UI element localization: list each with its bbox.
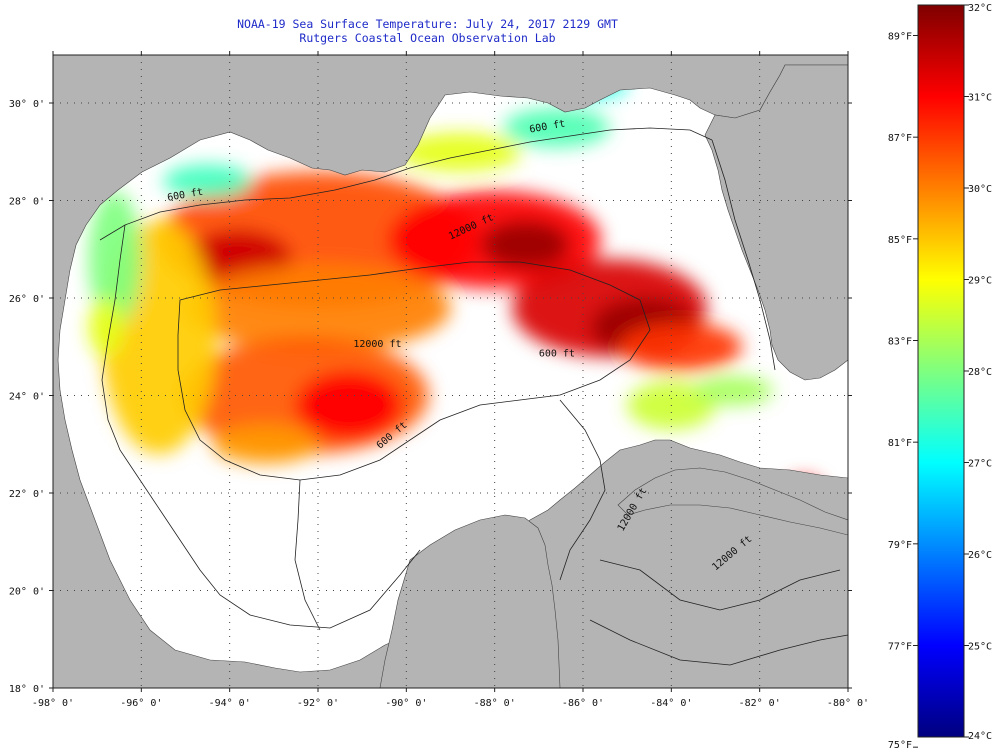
axis-labels: -98° 0' -96° 0' -94° 0' -92° 0' -90° 0' -88° …	[9, 99, 869, 709]
contour-label: 12000 ft	[353, 339, 401, 350]
lon-label: -88° 0'	[474, 698, 516, 709]
sst-patch	[88, 191, 142, 328]
map-frame	[52, 54, 849, 689]
lon-label: -86° 0'	[562, 698, 604, 709]
sst-patch	[212, 424, 318, 464]
sst-patch	[618, 322, 743, 372]
lat-label: 26° 0'	[9, 294, 45, 305]
colorbar-c-label: 28°C	[968, 367, 992, 378]
lon-label: -96° 0'	[120, 698, 162, 709]
sst-patch	[163, 164, 252, 199]
lon-label: -90° 0'	[385, 698, 427, 709]
lat-label: 30° 0'	[9, 99, 45, 110]
lat-label: 28° 0'	[9, 197, 45, 208]
colorbar-c-label: 27°C	[968, 459, 992, 470]
land-layer	[53, 55, 848, 688]
colorbar	[917, 4, 965, 738]
colorbar-c-label: 32°C	[968, 3, 992, 14]
colorbar-f-label: 81°F	[888, 438, 912, 449]
sst-patch	[88, 298, 124, 357]
bathymetry-contours	[99, 127, 848, 666]
land-florida	[704, 64, 848, 381]
lat-label: 24° 0'	[9, 392, 45, 403]
contour-600ft-north	[99, 127, 713, 241]
colorbar-f-label: 85°F	[888, 235, 912, 246]
colorbar-f-label: 89°F	[888, 32, 912, 43]
sst-patch	[481, 220, 570, 269]
land-cuba	[617, 467, 848, 536]
contour-cuba-channel	[559, 399, 606, 581]
contour-florida-shelf	[711, 139, 776, 371]
lon-label: -80° 0'	[827, 698, 869, 709]
land-bahamas	[808, 258, 826, 274]
colorbar-c-label: 31°C	[968, 93, 992, 104]
lon-label: -98° 0'	[32, 698, 74, 709]
map-title: NOAA-19 Sea Surface Temperature: July 24…	[237, 17, 618, 31]
land-bahamas-2	[830, 296, 845, 312]
colorbar-c-label: 29°C	[968, 276, 992, 287]
contour-12000ft	[177, 261, 651, 481]
colorbar-f-label: 75°F	[888, 740, 912, 751]
axis-ticks	[49, 51, 852, 692]
lon-label: -94° 0'	[209, 698, 251, 709]
contour-600ft-west	[101, 224, 421, 629]
contour-cuba-south-2	[589, 619, 848, 666]
colorbar-f-label: 77°F	[888, 642, 912, 653]
land-us-gulf-coast	[53, 55, 848, 688]
colorbar-f-label: 83°F	[888, 337, 912, 348]
lat-label: 20° 0'	[9, 587, 45, 598]
colorbar-c-label: 24°C	[968, 731, 992, 742]
lon-label: -84° 0'	[650, 698, 692, 709]
contour-label: 600 ft	[539, 349, 575, 360]
colorbar-c-label: 25°C	[968, 642, 992, 653]
sst-patch	[693, 376, 773, 406]
lat-label: 22° 0'	[9, 489, 45, 500]
sst-patch	[295, 371, 402, 440]
sst-patch	[397, 132, 522, 172]
colorbar-ticks: 32°C 31°C 30°C 29°C 28°C 27°C 26°C 25°C 24°C 89°F…	[888, 3, 992, 751]
colorbar-f-label: 79°F	[888, 540, 912, 551]
map-subtitle: Rutgers Coastal Ocean Observation Lab	[299, 31, 556, 45]
colorbar-f-label: 87°F	[888, 133, 912, 144]
contour-600ft-south	[294, 479, 321, 631]
contour-cuba-south	[599, 559, 841, 611]
lat-label: 18° 0'	[9, 684, 45, 695]
land-yucatan	[379, 514, 561, 688]
graticule	[53, 55, 848, 688]
colorbar-c-label: 30°C	[968, 184, 992, 195]
lon-label: -82° 0'	[739, 698, 781, 709]
lon-label: -92° 0'	[297, 698, 339, 709]
colorbar-c-label: 26°C	[968, 550, 992, 561]
